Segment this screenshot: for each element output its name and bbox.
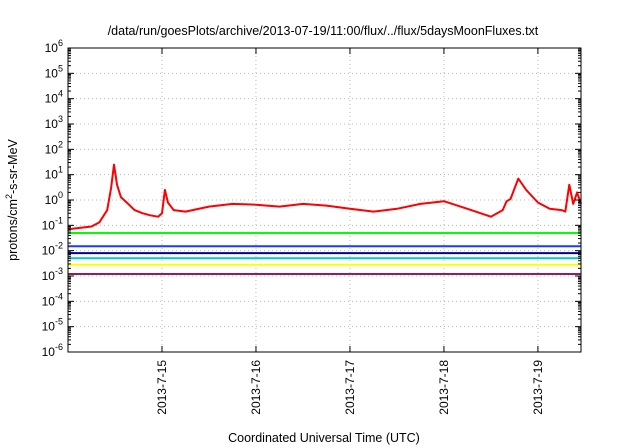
- y-tick-label-exp: 3: [58, 114, 63, 124]
- x-tick-label: 2013-7-15: [155, 360, 169, 415]
- y-tick-label-base: 10: [45, 92, 59, 106]
- y-tick-label: 104: [45, 89, 63, 106]
- y-axis: 10-610-510-410-310-210-11001011021031041…: [42, 38, 581, 359]
- y-tick-label-base: 10: [42, 218, 56, 232]
- y-tick-label: 105: [45, 63, 63, 80]
- y-tick-label: 102: [45, 139, 63, 156]
- y-tick-label-base: 10: [45, 168, 59, 182]
- y-tick-label: 10-2: [42, 241, 63, 258]
- y-tick-label-base: 10: [42, 244, 56, 258]
- series-line-1: [67, 163, 582, 231]
- y-tick-label-exp: -5: [55, 317, 63, 327]
- y-tick-label: 100: [45, 190, 63, 207]
- y-axis-label: protons/cm2-s-sr-MeV: [4, 138, 20, 260]
- chart-title: /data/run/goesPlots/archive/2013-07-19/1…: [108, 24, 539, 38]
- x-tick-label: 2013-7-18: [437, 360, 451, 415]
- y-tick-label-exp: -1: [55, 215, 63, 225]
- y-tick-label-base: 10: [42, 269, 56, 283]
- x-tick-label: 2013-7-19: [531, 360, 545, 415]
- y-tick-label: 101: [45, 165, 63, 182]
- grid-lines: [68, 48, 581, 352]
- y-tick-label-exp: -6: [55, 342, 63, 352]
- y-tick-label-base: 10: [42, 345, 56, 359]
- x-tick-label: 2013-7-17: [343, 360, 357, 415]
- y-tick-label: 10-1: [42, 215, 63, 232]
- y-axis-label-sup: 2: [4, 194, 14, 199]
- y-tick-label-exp: -4: [55, 291, 63, 301]
- y-tick-label-base: 10: [45, 193, 59, 207]
- y-axis-label-suffix: -s-sr-MeV: [6, 138, 20, 194]
- x-axis-label: Coordinated Universal Time (UTC): [228, 431, 420, 445]
- y-tick-label-base: 10: [45, 66, 59, 80]
- y-tick-label-base: 10: [45, 142, 59, 156]
- y-tick-label: 103: [45, 114, 63, 131]
- y-tick-label: 10-4: [42, 291, 63, 308]
- y-tick-label-exp: 0: [58, 190, 63, 200]
- y-tick-label: 10-6: [42, 342, 63, 359]
- x-axis: 2013-7-15 2013-7-16 2013-7-17 2013-7-18 2013…: [155, 48, 545, 415]
- y-tick-label-base: 10: [45, 117, 59, 131]
- y-tick-label: 10-5: [42, 317, 63, 334]
- y-tick-label: 106: [45, 38, 63, 55]
- y-axis-label-prefix: protons/cm: [6, 199, 20, 261]
- y-tick-label-base: 10: [42, 320, 56, 334]
- y-tick-label-exp: 2: [58, 139, 63, 149]
- y-tick-label-base: 10: [45, 41, 59, 55]
- y-tick-label-exp: 1: [58, 165, 63, 175]
- series-layer: [67, 163, 582, 275]
- y-tick-label-exp: 4: [58, 89, 63, 99]
- y-tick-label: 10-3: [42, 266, 63, 283]
- y-tick-label-base: 10: [42, 294, 56, 308]
- x-tick-label: 2013-7-16: [249, 360, 263, 415]
- y-tick-label-exp: -2: [55, 241, 63, 251]
- y-tick-label-exp: 6: [58, 38, 63, 48]
- y-tick-label-exp: 5: [58, 63, 63, 73]
- y-tick-label-exp: -3: [55, 266, 63, 276]
